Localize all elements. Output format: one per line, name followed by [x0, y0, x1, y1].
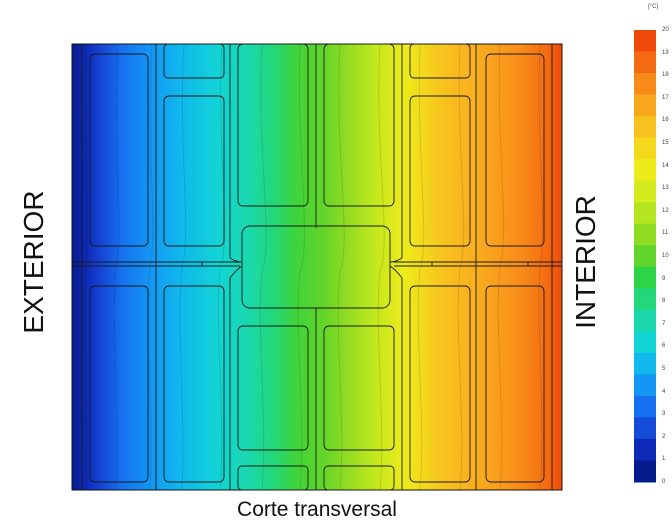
legend-swatch	[634, 159, 656, 182]
legend-tick-label: 5	[662, 366, 666, 372]
legend-tick-label: 15	[662, 140, 669, 146]
legend-swatch	[634, 352, 656, 375]
brick-geometry	[72, 43, 562, 491]
legend-swatch	[634, 417, 656, 440]
exterior-label: EXTERIOR	[18, 190, 49, 334]
section-caption: Corte transversal	[237, 498, 397, 521]
legend-tick-label: 1	[662, 456, 666, 463]
legend-swatch	[634, 245, 656, 268]
legend-tick-label: 14	[662, 162, 669, 169]
legend-tick-label: 19	[662, 49, 669, 56]
legend-unit: [°C]	[648, 4, 659, 10]
legend-swatch	[634, 51, 656, 74]
legend-tick-label: 8	[662, 298, 666, 305]
thermal-field	[71, 43, 563, 491]
legend-tick-label: 6	[662, 343, 666, 350]
legend-swatch	[634, 94, 656, 117]
legend-tick-label: 20	[662, 27, 669, 33]
legend-swatch	[634, 395, 656, 418]
legend-tick-label: 17	[662, 94, 669, 101]
legend-tick-label: 18	[662, 72, 669, 79]
legend-swatch	[634, 288, 656, 311]
legend-swatch	[634, 202, 656, 225]
legend-tick-label: 4	[662, 388, 666, 395]
legend-swatch	[634, 180, 656, 203]
legend-tick-label: 11	[662, 230, 669, 237]
legend-tick-label: 16	[662, 117, 669, 124]
legend-tick-label: 7	[662, 320, 666, 327]
interior-label: INTERIOR	[570, 195, 601, 329]
legend-swatch	[634, 374, 656, 397]
legend-swatch	[634, 460, 656, 483]
legend-swatch	[634, 30, 656, 53]
legend-swatch	[634, 266, 656, 289]
legend-swatch	[634, 223, 656, 246]
temperature-legend-bar	[634, 30, 656, 483]
legend-swatch	[634, 438, 656, 461]
legend-swatch	[634, 137, 656, 160]
legend-tick-label: 3	[662, 411, 666, 418]
legend-tick-label: 0	[662, 479, 666, 485]
legend-tick-label: 13	[662, 185, 669, 192]
legend-swatch	[634, 116, 656, 139]
legend-swatch	[634, 331, 656, 354]
legend-swatch	[634, 309, 656, 332]
legend-tick-label: 12	[662, 207, 669, 214]
legend-swatch	[634, 73, 656, 96]
legend-tick-label: 9	[662, 275, 666, 282]
legend-tick-label: 2	[662, 433, 666, 440]
isotherm-lines	[84, 43, 544, 491]
legend-tick-label: 10	[662, 253, 669, 259]
